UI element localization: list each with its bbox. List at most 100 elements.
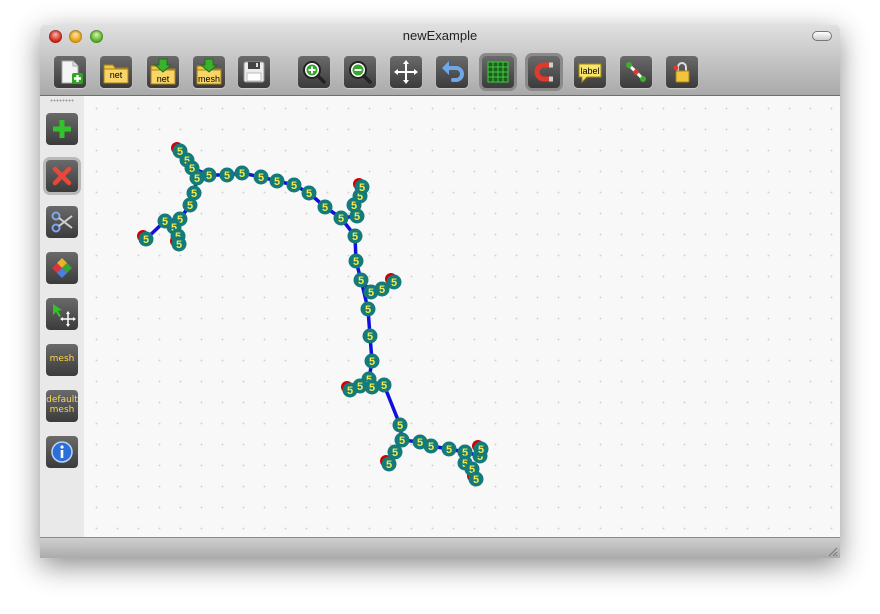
network-node[interactable]: 5 (171, 236, 187, 252)
network-node[interactable]: 5 (347, 228, 363, 244)
import-net-label: net (156, 74, 170, 84)
network-node[interactable]: 5 (394, 432, 410, 448)
node-label: 5 (189, 163, 195, 175)
network-node[interactable]: 5 (342, 382, 358, 398)
network-node[interactable]: 5 (253, 169, 269, 185)
node-label: 5 (224, 170, 230, 182)
node-label: 5 (462, 447, 468, 459)
node-circle (219, 167, 235, 183)
network-node[interactable]: 5 (457, 444, 473, 460)
network-node[interactable]: 5 (354, 179, 370, 195)
network-node[interactable]: 5 (374, 281, 390, 297)
network-node[interactable]: 5 (386, 274, 402, 290)
network-node[interactable]: 5 (234, 165, 250, 181)
network-node[interactable]: 5 (360, 301, 376, 317)
toolbar-toggle-button[interactable] (812, 31, 832, 41)
node-label: 5 (366, 374, 372, 386)
default-mesh-line2: mesh (49, 405, 75, 415)
network-node[interactable]: 5 (333, 210, 349, 226)
delete-button[interactable] (46, 160, 78, 192)
label-button[interactable]: label (574, 56, 606, 88)
close-window-button[interactable] (49, 30, 62, 43)
node-circle (392, 417, 408, 433)
status-bar (40, 537, 840, 558)
network-node[interactable]: 5 (362, 328, 378, 344)
network-node[interactable]: 5 (392, 417, 408, 433)
node-circle (138, 231, 154, 247)
edge-tool-icon (626, 62, 646, 82)
network-node[interactable]: 5 (468, 471, 484, 487)
node-label: 5 (391, 277, 397, 289)
network-node[interactable]: 5 (189, 170, 205, 186)
network-node[interactable]: 5 (376, 377, 392, 393)
node-label: 5 (162, 216, 168, 228)
node-label: 5 (353, 256, 359, 268)
network-node[interactable]: 5 (301, 185, 317, 201)
import-mesh-button[interactable]: mesh (193, 56, 225, 88)
color-palette-button[interactable] (46, 252, 78, 284)
add-node-button[interactable] (46, 113, 78, 145)
node-circle (201, 167, 217, 183)
network-node[interactable]: 5 (364, 353, 380, 369)
zoom-out-button[interactable] (344, 56, 376, 88)
app-window: newExample net net (40, 25, 840, 558)
network-node[interactable]: 5 (348, 253, 364, 269)
node-circle (360, 301, 376, 317)
node-circle (333, 210, 349, 226)
node-circle (269, 173, 285, 189)
open-net-label: net (109, 70, 123, 80)
select-move-button[interactable] (46, 298, 78, 330)
network-node[interactable]: 5 (269, 173, 285, 189)
undo-button[interactable] (436, 56, 468, 88)
network-node[interactable]: 5 (441, 441, 457, 457)
network-node[interactable]: 5 (219, 167, 235, 183)
snap-magnet-button[interactable] (528, 56, 560, 88)
cut-button[interactable] (46, 206, 78, 238)
node-label: 5 (177, 214, 183, 226)
zoom-in-button[interactable] (298, 56, 330, 88)
pan-button[interactable] (390, 56, 422, 88)
network-node[interactable]: 5 (286, 177, 302, 193)
network-node[interactable]: 5 (138, 231, 154, 247)
network-node[interactable]: 5 (387, 444, 403, 460)
network-node[interactable]: 5 (353, 272, 369, 288)
default-mesh-button[interactable]: default mesh (46, 390, 78, 422)
info-button[interactable] (46, 436, 78, 468)
network-node[interactable]: 5 (364, 379, 380, 395)
node-label: 5 (365, 304, 371, 316)
edge-tool-button[interactable] (620, 56, 652, 88)
zoom-window-button[interactable] (90, 30, 103, 43)
node-circle (189, 170, 205, 186)
network-node[interactable]: 5 (317, 199, 333, 215)
network-node[interactable]: 5 (381, 456, 397, 472)
network-node[interactable]: 5 (423, 438, 439, 454)
node-circle (342, 382, 358, 398)
node-label: 5 (358, 275, 364, 287)
node-label: 5 (274, 176, 280, 188)
import-net-button[interactable]: net (147, 56, 179, 88)
lock-button[interactable] (666, 56, 698, 88)
node-label: 5 (379, 284, 385, 296)
mesh-button[interactable]: mesh (46, 344, 78, 376)
open-net-button[interactable]: net (100, 56, 132, 88)
node-circle (386, 274, 402, 290)
network-node[interactable]: 5 (473, 441, 489, 457)
import-mesh-label: mesh (197, 74, 220, 84)
network-node[interactable]: 5 (201, 167, 217, 183)
node-circle (374, 281, 390, 297)
node-label: 5 (354, 211, 360, 223)
save-button[interactable] (238, 56, 270, 88)
node-label: 5 (322, 202, 328, 214)
new-document-button[interactable] (54, 56, 86, 88)
node-label: 5 (291, 180, 297, 192)
network-node[interactable]: 5 (182, 197, 198, 213)
minimize-window-button[interactable] (69, 30, 82, 43)
node-circle (364, 353, 380, 369)
new-document-icon (61, 60, 83, 84)
grid-toggle-button[interactable] (482, 56, 514, 88)
network-node[interactable]: 5 (186, 185, 202, 201)
resize-grip-icon[interactable] (826, 545, 838, 557)
sidebar-grip[interactable] (50, 99, 74, 102)
